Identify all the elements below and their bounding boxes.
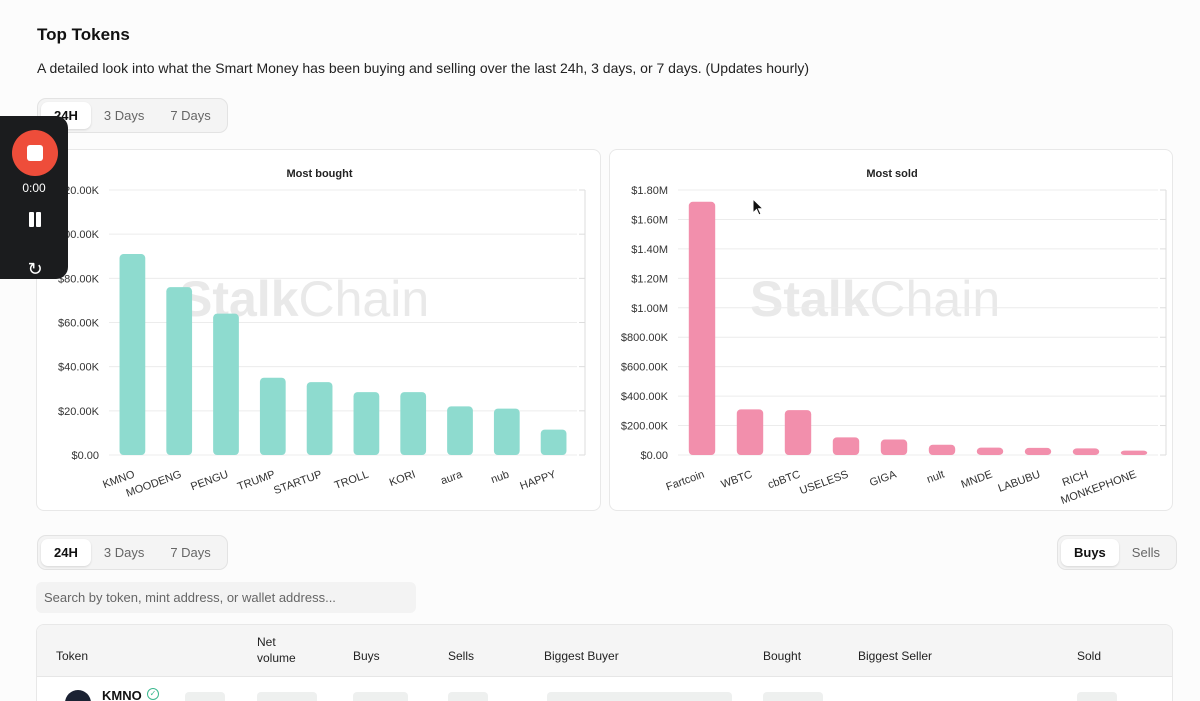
x-tick-label: HAPPY bbox=[518, 468, 558, 492]
y-tick-label: $20.00K bbox=[58, 406, 100, 418]
bar-RICH[interactable] bbox=[1072, 448, 1100, 455]
y-tick-label: $1.40M bbox=[631, 244, 668, 256]
search-input[interactable] bbox=[36, 582, 416, 613]
most-sold-chart: Most sold StalkChain $0.00 $200.00K $400.00K… bbox=[621, 168, 1167, 507]
bar-KORI[interactable] bbox=[400, 392, 427, 455]
col-bought[interactable]: Bought bbox=[763, 649, 802, 663]
col-sells[interactable]: Sells bbox=[448, 649, 475, 663]
page-title: Top Tokens bbox=[37, 25, 130, 44]
table-period-tabs: 24H 3 Days 7 Days bbox=[37, 535, 228, 570]
screen-recorder-panel: 0:00 ↻ bbox=[0, 116, 68, 279]
bar-Fartcoin[interactable] bbox=[688, 201, 716, 455]
y-tick-label: $0.00 bbox=[640, 450, 668, 462]
tab-sells[interactable]: Sells bbox=[1131, 545, 1160, 560]
x-tick-label: STARTUP bbox=[272, 469, 323, 497]
stop-recording-icon[interactable] bbox=[12, 130, 58, 176]
bar-MNDE[interactable] bbox=[976, 447, 1004, 455]
bar-nub[interactable] bbox=[493, 408, 520, 455]
bar-PENGU[interactable] bbox=[213, 313, 239, 455]
x-tick-label: aura bbox=[439, 468, 465, 487]
top-tokens-table: Token Net volume Buys Sells Biggest Buye… bbox=[36, 624, 1173, 701]
table-row[interactable]: KMNO ✓ bbox=[37, 678, 1172, 701]
most-bought-chart: Most bought StalkChain $0.00 $20.00K $40.00K… bbox=[52, 168, 586, 500]
bar-KMNO[interactable] bbox=[119, 254, 146, 455]
col-biggest-seller[interactable]: Biggest Seller bbox=[858, 649, 933, 663]
restart-icon[interactable]: ↻ bbox=[27, 259, 43, 279]
page-subtitle: A detailed look into what the Smart Mone… bbox=[37, 60, 810, 76]
x-tick-label: WBTC bbox=[719, 469, 754, 491]
verified-icon: ✓ bbox=[147, 688, 159, 700]
tab-24h[interactable]: 24H bbox=[41, 539, 91, 566]
bar-MONKEPHONE[interactable] bbox=[1120, 450, 1148, 455]
tab-3-days[interactable]: 3 Days bbox=[103, 545, 145, 560]
bar-MOODENG[interactable] bbox=[166, 287, 193, 455]
y-tick-label: $1.60M bbox=[631, 214, 668, 226]
bar-TRUMP[interactable] bbox=[259, 377, 286, 455]
bar-STARTUP[interactable] bbox=[306, 382, 333, 455]
x-tick-label: USELESS bbox=[798, 469, 850, 498]
y-tick-label: $800.00K bbox=[621, 332, 669, 344]
x-tick-label: KORI bbox=[388, 469, 417, 489]
tab-7-days[interactable]: 7 Days bbox=[170, 108, 211, 123]
buy-sell-tabs: Buys Sells bbox=[1057, 535, 1177, 570]
table-header: Token Net volume Buys Sells Biggest Buye… bbox=[37, 625, 1172, 677]
col-sold[interactable]: Sold bbox=[1077, 649, 1102, 663]
x-tick-label: nult bbox=[925, 469, 946, 486]
y-tick-label: $80.00K bbox=[58, 273, 100, 285]
y-tick-label: $1.80M bbox=[631, 185, 668, 197]
y-tick-label: $1.00M bbox=[631, 303, 668, 315]
bar-WBTC[interactable] bbox=[736, 409, 764, 455]
y-tick-label: $1.20M bbox=[631, 273, 668, 285]
mouse-cursor-icon bbox=[752, 198, 765, 216]
token-name[interactable]: KMNO bbox=[102, 688, 142, 701]
x-tick-label: GIGA bbox=[868, 468, 899, 489]
tab-3-days[interactable]: 3 Days bbox=[103, 108, 145, 123]
tab-buys[interactable]: Buys bbox=[1061, 539, 1119, 566]
x-tick-label: MNDE bbox=[959, 469, 994, 491]
y-tick-label: $40.00K bbox=[58, 362, 100, 374]
watermark: StalkChain bbox=[179, 271, 429, 327]
bar-nult[interactable] bbox=[928, 444, 956, 455]
token-avatar bbox=[65, 690, 91, 701]
bar-cbBTC[interactable] bbox=[784, 410, 812, 455]
most-bought-card: Most bought StalkChain $0.00 $20.00K $40.00K… bbox=[36, 149, 601, 511]
bar-LABUBU[interactable] bbox=[1024, 447, 1052, 455]
row-cell-placeholder bbox=[448, 692, 488, 701]
x-tick-label: TRUMP bbox=[236, 469, 277, 494]
bar-GIGA[interactable] bbox=[880, 439, 908, 455]
x-tick-label: nub bbox=[489, 469, 510, 487]
most-sold-card: Most sold StalkChain $0.00 $200.00K $400.00K… bbox=[609, 149, 1173, 511]
watermark: StalkChain bbox=[750, 271, 1000, 327]
bar-TROLL[interactable] bbox=[353, 392, 380, 455]
chart-title: Most bought bbox=[287, 168, 353, 180]
row-cell-placeholder bbox=[353, 692, 408, 701]
y-tick-label: $400.00K bbox=[621, 391, 669, 403]
row-cell-placeholder bbox=[1077, 692, 1117, 701]
x-tick-label: cbBTC bbox=[766, 469, 802, 492]
y-tick-label: $600.00K bbox=[621, 362, 669, 374]
col-biggest-buyer[interactable]: Biggest Buyer bbox=[544, 649, 619, 663]
pause-icon[interactable] bbox=[24, 209, 46, 231]
bar-HAPPY[interactable] bbox=[540, 429, 567, 455]
col-net-volume[interactable]: Net volume bbox=[257, 635, 296, 665]
col-buys[interactable]: Buys bbox=[353, 649, 380, 663]
x-tick-label: LABUBU bbox=[997, 469, 1043, 495]
bar-USELESS[interactable] bbox=[832, 437, 860, 455]
x-tick-label: PENGU bbox=[189, 469, 230, 494]
col-token[interactable]: Token bbox=[56, 649, 89, 663]
y-tick-label: $0.00 bbox=[71, 450, 99, 462]
row-cell-placeholder bbox=[547, 692, 732, 701]
y-tick-label: $60.00K bbox=[58, 318, 100, 330]
chart-title: Most sold bbox=[866, 168, 917, 180]
row-cell-placeholder bbox=[763, 692, 823, 701]
y-tick-label: $200.00K bbox=[621, 421, 669, 433]
recording-time: 0:00 bbox=[22, 181, 46, 195]
row-cell-placeholder bbox=[257, 692, 317, 701]
x-tick-label: TROLL bbox=[333, 469, 370, 492]
tab-7-days[interactable]: 7 Days bbox=[170, 545, 211, 560]
bar-aura[interactable] bbox=[447, 406, 473, 455]
row-cell-placeholder bbox=[185, 692, 225, 701]
x-tick-label: Fartcoin bbox=[665, 469, 706, 494]
